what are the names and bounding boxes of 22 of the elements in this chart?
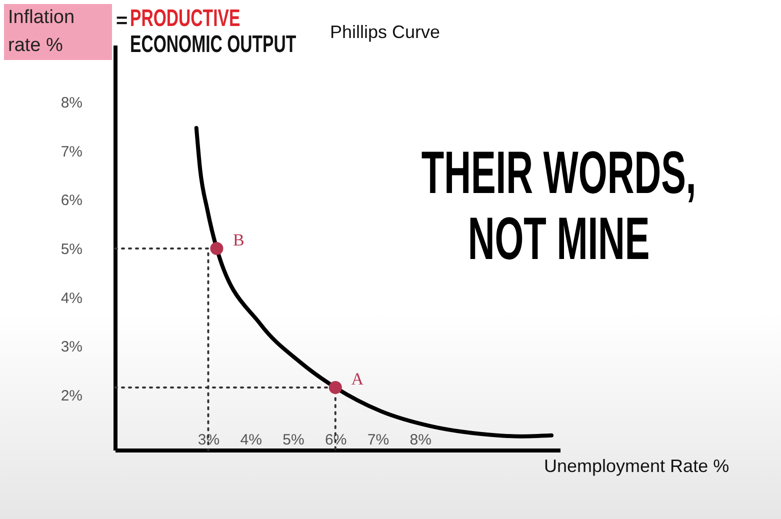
x-tick-label: 5% [282,432,304,448]
x-tick-label: 4% [240,432,262,448]
x-tick-label: 7% [367,432,390,448]
chart-title: Phillips Curve [330,22,440,43]
x-tick-label: 8% [410,432,432,448]
y-tick-label: 7% [60,143,82,160]
text: = [116,10,128,33]
y-axis-title: Inflation rate % [4,4,112,60]
text: PRODUCTIVE [130,5,240,33]
x-axis-title: Unemployment Rate % [544,456,730,477]
x-tick-label: 6% [325,432,347,448]
y-tick-label: 6% [60,192,82,210]
y-tick-label: 5% [60,240,82,258]
annotation: A [351,370,364,389]
x-tick-label: 3% [198,432,220,448]
y-tick-label: 3% [60,338,82,356]
annotation: ECONOMIC OUTPUT [130,31,296,59]
annotation: B [233,230,244,250]
y-tick-label: 4% [60,290,82,307]
y-tick-label: 8% [60,94,82,112]
y-tick-label: 2% [60,387,82,404]
annotation: THEIR WORDS, NOT MINE [420,139,698,272]
